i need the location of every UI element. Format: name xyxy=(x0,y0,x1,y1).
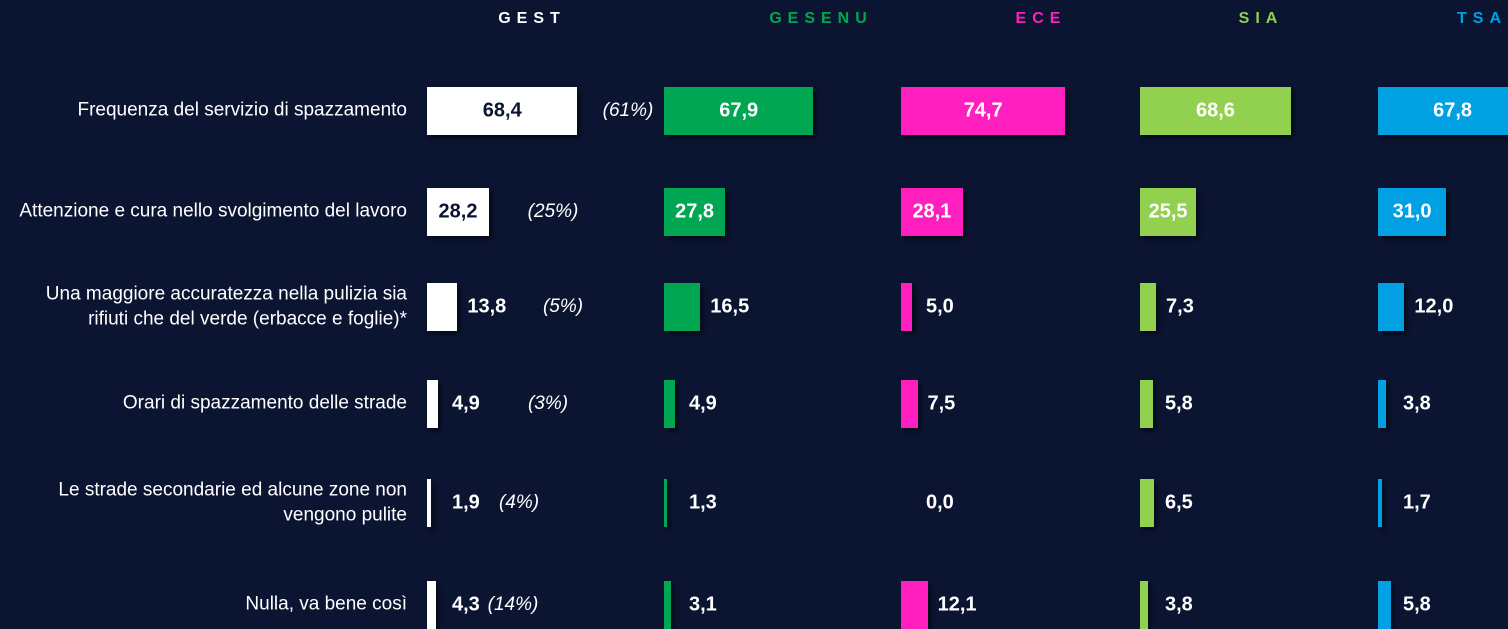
bar xyxy=(664,380,675,428)
value-label: 5,0 xyxy=(926,295,954,318)
bar xyxy=(427,581,437,629)
value-label: 3,8 xyxy=(1403,392,1431,415)
bar xyxy=(1140,479,1155,527)
category-label: Frequenza del servizio di spazzamento xyxy=(77,99,407,121)
bar xyxy=(1378,380,1387,428)
value-label: 68,6 xyxy=(1195,99,1235,122)
bar xyxy=(427,479,432,527)
value-label: 1,3 xyxy=(689,491,717,514)
value-label: 4,9 xyxy=(689,392,717,415)
value-label: 5,8 xyxy=(1165,392,1193,415)
value-label: 74,7 xyxy=(963,99,1003,122)
bar xyxy=(1140,283,1157,331)
category-label: Nulla, va bene così xyxy=(245,593,407,615)
value-label: 1,7 xyxy=(1403,491,1431,514)
annotation: (4%) xyxy=(498,492,540,513)
value-label: 12,0 xyxy=(1414,295,1454,318)
value-label: 3,1 xyxy=(689,593,717,616)
bar xyxy=(1140,87,1291,135)
bar xyxy=(1378,283,1405,331)
annotation: (14%) xyxy=(487,594,539,615)
bar xyxy=(664,479,667,527)
annotation: (61%) xyxy=(602,100,654,121)
bar xyxy=(427,380,438,428)
bar xyxy=(427,188,490,236)
value-label: 7,5 xyxy=(927,392,956,415)
category-label: Le strade secondarie ed alcune zone non … xyxy=(58,479,407,525)
value-label: 28,1 xyxy=(912,200,952,223)
bar xyxy=(901,581,928,629)
value-label: 6,5 xyxy=(1165,491,1193,514)
value-label: 5,8 xyxy=(1403,593,1431,616)
value-label: 28,2 xyxy=(438,200,478,223)
value-label: 13,8 xyxy=(467,295,507,318)
bar xyxy=(664,581,671,629)
legend-label: GEST xyxy=(498,10,566,27)
bar xyxy=(664,87,814,135)
bar xyxy=(901,87,1066,135)
category-label: Una maggiore accuratezza nella pulizia s… xyxy=(45,283,407,329)
bar xyxy=(901,188,963,236)
annotation: (3%) xyxy=(527,393,569,414)
category-label: Orari di spazzamento delle strade xyxy=(122,392,407,414)
bar xyxy=(664,188,726,236)
legend-label: ECE xyxy=(1015,10,1067,27)
value-label: 1,9 xyxy=(452,491,480,514)
bar xyxy=(901,283,912,331)
value-label: 4,3 xyxy=(452,593,480,616)
bar xyxy=(1140,581,1149,629)
bar xyxy=(427,283,458,331)
value-label: 3,8 xyxy=(1165,593,1193,616)
legend-label: GESENU xyxy=(769,10,873,27)
value-label: 4,9 xyxy=(452,392,480,415)
bar xyxy=(1378,87,1508,135)
bar xyxy=(1378,188,1447,236)
bar xyxy=(1140,380,1153,428)
annotation: (25%) xyxy=(527,201,579,222)
bar xyxy=(664,283,701,331)
bar xyxy=(427,87,578,135)
value-label: 0,0 xyxy=(926,491,954,514)
value-label: 16,5 xyxy=(710,295,750,318)
legend-label: TSA xyxy=(1457,10,1507,27)
value-label: 7,3 xyxy=(1166,295,1194,318)
bar xyxy=(1378,581,1391,629)
value-label: 67,9 xyxy=(719,99,759,122)
annotation: (5%) xyxy=(542,296,584,317)
value-label: 67,8 xyxy=(1433,99,1473,122)
bar xyxy=(901,380,918,428)
value-label: 31,0 xyxy=(1392,200,1432,223)
bar xyxy=(1140,188,1197,236)
legend-label: SIA xyxy=(1238,10,1284,27)
bar xyxy=(1378,479,1382,527)
value-label: 12,1 xyxy=(937,593,977,616)
value-label: 25,5 xyxy=(1148,200,1188,223)
category-label: Attenzione e cura nello svolgimento del … xyxy=(19,200,407,222)
value-label: 68,4 xyxy=(482,99,522,122)
value-label: 27,8 xyxy=(675,200,715,223)
